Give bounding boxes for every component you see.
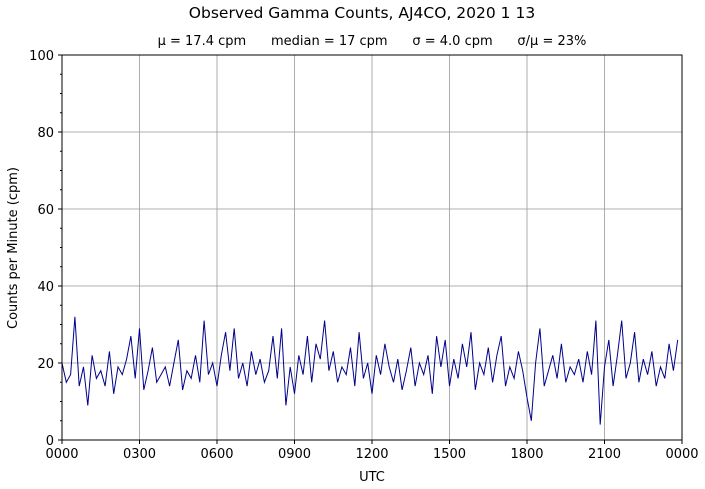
x-tick-label: 1500 xyxy=(433,447,466,462)
y-axis: 0 20 40 60 80 100 xyxy=(29,49,62,449)
chart-title: Observed Gamma Counts, AJ4CO, 2020 1 13 xyxy=(189,4,535,22)
y-tick-label: 80 xyxy=(37,126,54,141)
x-tick-label: 0600 xyxy=(200,447,233,462)
x-tick-label: 0900 xyxy=(278,447,311,462)
y-tick-label: 20 xyxy=(37,357,54,372)
x-tick-label: 2100 xyxy=(588,447,621,462)
y-tick-label: 0 xyxy=(46,434,54,449)
chart-subtitle: μ = 17.4 cpm median = 17 cpm σ = 4.0 cpm… xyxy=(158,34,587,49)
y-tick-label: 40 xyxy=(37,280,54,295)
x-tick-label: 0000 xyxy=(665,447,698,462)
x-tick-label: 0300 xyxy=(123,447,156,462)
y-tick-label: 60 xyxy=(37,203,54,218)
grid xyxy=(61,54,683,441)
counts-line xyxy=(61,316,679,425)
y-tick-label: 100 xyxy=(29,49,54,64)
series-line xyxy=(61,316,679,425)
x-axis-label: UTC xyxy=(359,470,385,485)
x-tick-label: 0000 xyxy=(45,447,78,462)
x-tick-label: 1800 xyxy=(510,447,543,462)
x-tick-label: 1200 xyxy=(355,447,388,462)
y-axis-label: Counts per Minute (cpm) xyxy=(6,167,21,329)
x-axis: 0000 0300 0600 0900 1200 1500 1800 2100 0000 xyxy=(45,440,699,462)
